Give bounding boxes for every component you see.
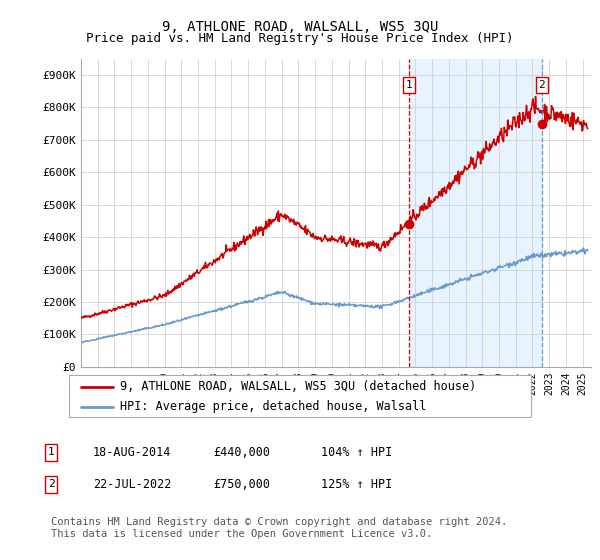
Text: 104% ↑ HPI: 104% ↑ HPI (321, 446, 392, 459)
Text: 18-AUG-2014: 18-AUG-2014 (93, 446, 172, 459)
Text: Price paid vs. HM Land Registry's House Price Index (HPI): Price paid vs. HM Land Registry's House … (86, 32, 514, 45)
Text: 1: 1 (406, 80, 413, 90)
Text: HPI: Average price, detached house, Walsall: HPI: Average price, detached house, Wals… (120, 400, 426, 413)
Text: 2: 2 (538, 80, 545, 90)
Text: £440,000: £440,000 (213, 446, 270, 459)
Text: £750,000: £750,000 (213, 478, 270, 491)
Text: 9, ATHLONE ROAD, WALSALL, WS5 3QU: 9, ATHLONE ROAD, WALSALL, WS5 3QU (162, 20, 438, 34)
Text: 22-JUL-2022: 22-JUL-2022 (93, 478, 172, 491)
Text: 125% ↑ HPI: 125% ↑ HPI (321, 478, 392, 491)
Text: Contains HM Land Registry data © Crown copyright and database right 2024.
This d: Contains HM Land Registry data © Crown c… (51, 517, 507, 539)
FancyBboxPatch shape (69, 375, 531, 417)
Bar (409, 59, 542, 367)
Text: 9, ATHLONE ROAD, WALSALL, WS5 3QU (detached house): 9, ATHLONE ROAD, WALSALL, WS5 3QU (detac… (120, 380, 476, 394)
Text: 1: 1 (47, 447, 55, 458)
Text: 2: 2 (47, 479, 55, 489)
